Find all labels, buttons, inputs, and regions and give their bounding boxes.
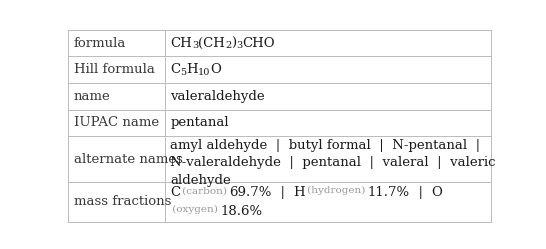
Text: valeraldehyde: valeraldehyde bbox=[170, 90, 265, 103]
Text: 2: 2 bbox=[225, 41, 232, 50]
Text: 10: 10 bbox=[198, 68, 210, 77]
Text: C: C bbox=[170, 186, 180, 199]
Text: O: O bbox=[210, 63, 221, 76]
Text: 11.7%: 11.7% bbox=[367, 186, 410, 199]
Text: pentanal: pentanal bbox=[170, 116, 229, 129]
Text: CHO: CHO bbox=[243, 37, 275, 50]
Text: amyl aldehyde  |  butyl formal  |  N-pentanal  |
N-valeraldehyde  |  pentanal  |: amyl aldehyde | butyl formal | N-pentana… bbox=[170, 139, 496, 187]
Text: 5: 5 bbox=[180, 68, 187, 77]
Text: formula: formula bbox=[74, 37, 126, 50]
Text: |: | bbox=[272, 186, 293, 199]
Text: (oxygen): (oxygen) bbox=[170, 205, 220, 214]
Text: H: H bbox=[293, 186, 305, 199]
Text: (hydrogen): (hydrogen) bbox=[305, 186, 367, 195]
Text: mass fractions: mass fractions bbox=[74, 195, 171, 208]
Text: (carbon): (carbon) bbox=[180, 186, 229, 195]
Text: Hill formula: Hill formula bbox=[74, 63, 155, 76]
Text: alternate names: alternate names bbox=[74, 153, 182, 166]
Text: 3: 3 bbox=[192, 41, 198, 50]
Text: ): ) bbox=[232, 37, 236, 50]
Text: 69.7%: 69.7% bbox=[229, 186, 272, 199]
Text: 3: 3 bbox=[236, 41, 243, 50]
Text: name: name bbox=[74, 90, 110, 103]
Text: 18.6%: 18.6% bbox=[220, 205, 263, 218]
Text: (CH: (CH bbox=[198, 37, 225, 50]
Text: C: C bbox=[170, 63, 180, 76]
Text: O: O bbox=[431, 186, 442, 199]
Text: IUPAC name: IUPAC name bbox=[74, 116, 159, 129]
Text: CH: CH bbox=[170, 37, 192, 50]
Text: H: H bbox=[187, 63, 198, 76]
Text: |: | bbox=[410, 186, 431, 199]
